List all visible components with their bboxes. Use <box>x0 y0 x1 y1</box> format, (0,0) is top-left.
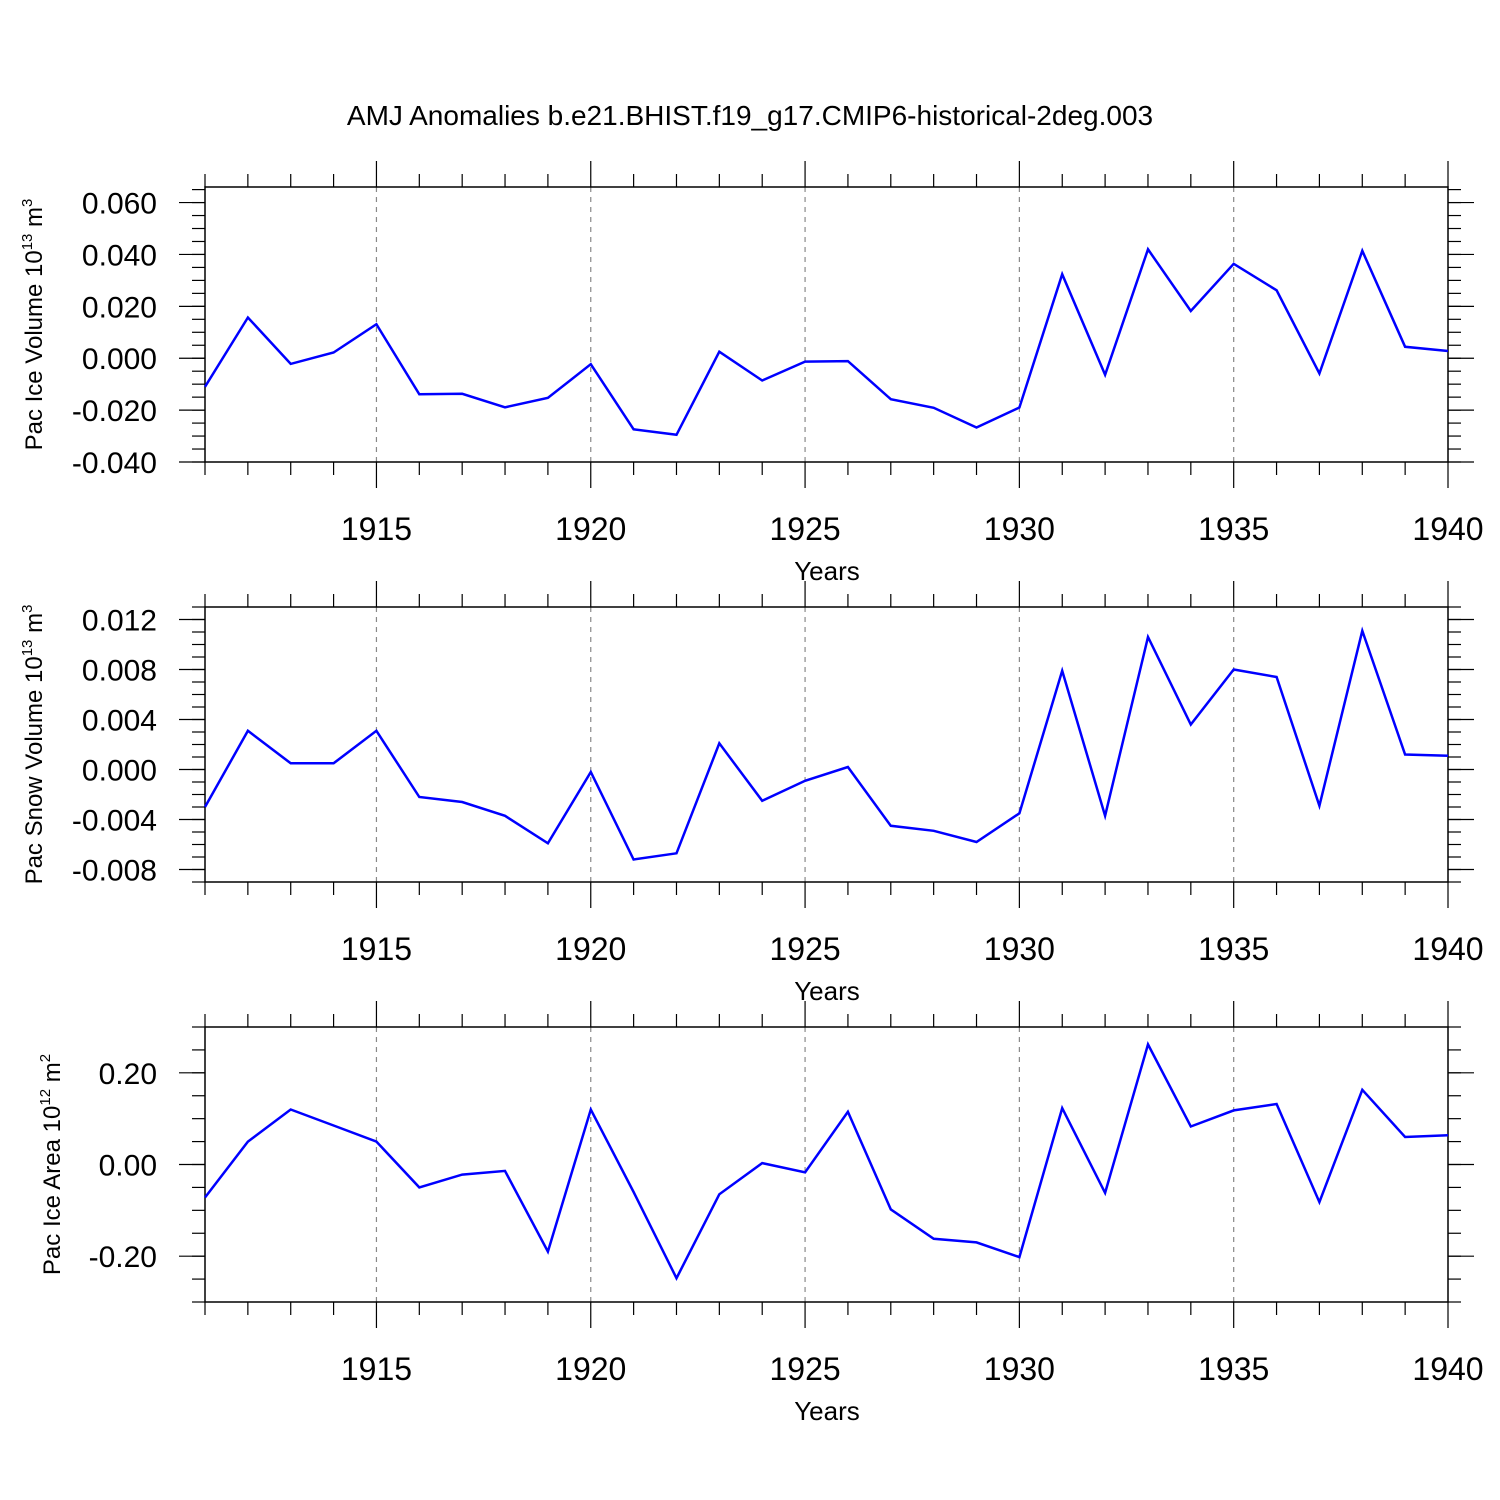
panel-1: -0.040 -0.020 0.000 0.020 0.040 0.060 1915 1920… <box>19 161 1484 586</box>
y-axis-label-text: Pac Snow Volume 10 <box>21 656 48 884</box>
y-axis-label-superscript: 13 <box>19 234 36 251</box>
y-axis-label: Pac Ice Area 1012 m2 <box>37 1054 66 1275</box>
x-tick-label: 1920 <box>555 1351 626 1387</box>
x-tick-label: 1925 <box>769 931 840 967</box>
x-tick-label: 1940 <box>1412 931 1483 967</box>
y-tick-label: 0.20 <box>99 1058 157 1091</box>
plot-frame <box>204 606 1449 883</box>
x-axis-label: Years <box>794 556 860 586</box>
y-tick-label: -0.004 <box>72 805 157 838</box>
y-axis-label-superscript: 12 <box>37 1089 54 1106</box>
x-tick-label: 1915 <box>341 1351 412 1387</box>
x-tick-label: 1935 <box>1198 1351 1269 1387</box>
y-tick-label: 0.00 <box>99 1150 157 1183</box>
y-axis-label: Pac Snow Volume 1013 m3 <box>19 605 48 885</box>
y-tick-label: 0.008 <box>82 655 157 688</box>
x-tick-label: 1925 <box>769 511 840 547</box>
y-tick-label: 0.004 <box>82 705 157 738</box>
x-tick-label: 1930 <box>984 1351 1055 1387</box>
y-tick-label: 0.020 <box>82 291 157 324</box>
plot-frame <box>204 1026 1449 1303</box>
series-line <box>203 626 1449 861</box>
y-tick-label: -0.008 <box>72 855 157 888</box>
y-axis-label-superscript: 2 <box>37 1054 54 1062</box>
y-tick-label: -0.20 <box>89 1241 157 1274</box>
x-tick-label: 1925 <box>769 1351 840 1387</box>
y-tick-label: 0.040 <box>82 239 157 272</box>
x-tick-label: 1920 <box>555 511 626 547</box>
y-axis-label-text: m <box>39 1062 66 1089</box>
y-axis-label-text: m <box>21 207 48 234</box>
panel-3: -0.20 0.00 0.20 1915 1920 1925 1930 1935 1940 Yea… <box>37 1001 1484 1426</box>
y-tick-label: 0.000 <box>82 343 157 376</box>
x-tick-label: 1915 <box>341 511 412 547</box>
y-axis-label: Pac Ice Volume 1013 m3 <box>19 199 48 451</box>
y-axis-label-superscript: 13 <box>19 640 36 657</box>
series-line <box>203 246 1449 437</box>
x-tick-label: 1915 <box>341 931 412 967</box>
y-tick-label: -0.020 <box>72 395 157 428</box>
y-axis-label-text: m <box>21 613 48 640</box>
x-tick-label: 1940 <box>1412 511 1483 547</box>
y-tick-label: 0.000 <box>82 755 157 788</box>
y-tick-label: 0.060 <box>82 188 157 221</box>
panel-2: -0.008 -0.004 0.000 0.004 0.008 0.012 1915 1920… <box>19 581 1484 1006</box>
x-tick-label: 1935 <box>1198 511 1269 547</box>
y-axis-label-text: Pac Ice Area 10 <box>39 1106 66 1275</box>
x-tick-label: 1930 <box>984 931 1055 967</box>
x-tick-label: 1930 <box>984 511 1055 547</box>
series-line <box>204 1041 1449 1281</box>
x-tick-label: 1920 <box>555 931 626 967</box>
y-axis-label-superscript: 3 <box>19 199 36 207</box>
x-tick-label: 1940 <box>1412 1351 1483 1387</box>
x-tick-label: 1935 <box>1198 931 1269 967</box>
x-axis-label: Years <box>794 976 860 1006</box>
y-tick-label: 0.012 <box>82 605 157 638</box>
y-axis-label-superscript: 3 <box>19 605 36 613</box>
y-tick-label: -0.040 <box>72 447 157 480</box>
y-axis-label-text: Pac Ice Volume 10 <box>21 250 48 450</box>
plot-frame <box>204 186 1449 463</box>
figure-title: AMJ Anomalies b.e21.BHIST.f19_g17.CMIP6-… <box>347 100 1153 131</box>
x-axis-label: Years <box>794 1396 860 1426</box>
